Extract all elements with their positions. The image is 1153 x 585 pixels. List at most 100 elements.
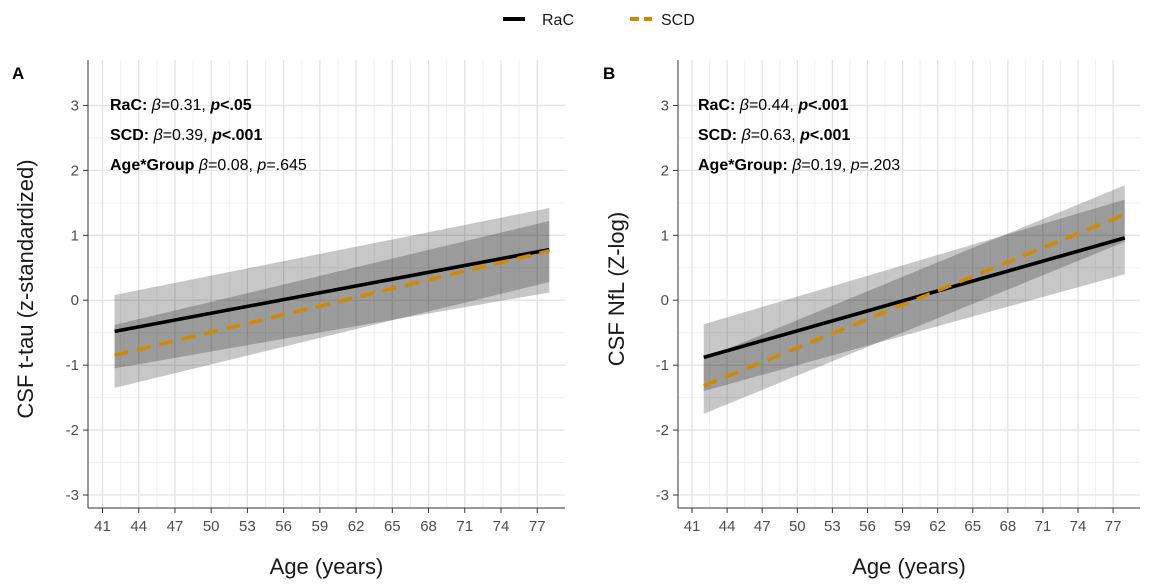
plot-background — [88, 60, 565, 508]
stat-label: SCD: — [110, 127, 149, 144]
series-line-rac — [703, 236, 1126, 360]
beta-value: 0.39 — [172, 127, 203, 144]
p-symbol: p — [209, 97, 220, 114]
stat-comma: , — [201, 97, 210, 114]
grid — [88, 60, 565, 508]
panel-b: 41 44 47 50 53 56 59 62 65 68 71 74 77 -3 -2 -1 0 1 2 3 Age … — [603, 60, 1140, 579]
stat-comma: , — [842, 157, 851, 174]
beta-value: 0.44 — [758, 97, 789, 114]
stat-equals: = — [751, 127, 760, 144]
legend-label-0: RaC — [542, 12, 574, 29]
x-tick-label: 59 — [312, 518, 329, 535]
beta-symbol: β — [791, 157, 801, 174]
p-value: =.645 — [266, 157, 307, 174]
p-value: <.05 — [220, 97, 252, 114]
y-tick-label: 3 — [661, 97, 669, 114]
x-tick-label: 44 — [130, 518, 147, 535]
x-tick-label: 44 — [719, 518, 736, 535]
y-tick-label: 0 — [71, 292, 79, 309]
x-axis-title: Age (years) — [270, 554, 384, 579]
stat-label: RaC: — [110, 97, 147, 114]
p-value: <.001 — [810, 127, 851, 144]
p-symbol: p — [256, 157, 266, 174]
stat-label: RaC: — [698, 97, 735, 114]
x-tick-label: 59 — [894, 518, 911, 535]
x-tick-label: 47 — [167, 518, 184, 535]
x-tick-label: 74 — [493, 518, 510, 535]
stat-equals: = — [208, 157, 217, 174]
stat-annotation: SCD: β=0.63, p<.001 — [698, 127, 850, 144]
p-symbol: p — [799, 127, 810, 144]
stat-equals: = — [161, 97, 170, 114]
x-tick-label: 77 — [1105, 518, 1122, 535]
y-tick-label: -2 — [66, 422, 79, 439]
x-tick-label: 56 — [859, 518, 876, 535]
y-tick-label: -3 — [656, 487, 669, 504]
stat-annotation: RaC: β=0.31, p<.05 — [110, 97, 252, 114]
x-tick-label: 68 — [999, 518, 1016, 535]
x-tick-label: 41 — [684, 518, 701, 535]
y-tick-label: 3 — [71, 97, 79, 114]
stat-equals: = — [749, 97, 758, 114]
stat-annotation: Age*Group β=0.08, p=.645 — [110, 157, 307, 174]
stat-comma: , — [789, 97, 798, 114]
ci-band-rac — [703, 199, 1125, 392]
x-tick-label: 53 — [824, 518, 841, 535]
ci-band-scd — [114, 221, 550, 388]
x-tick-label: 62 — [348, 518, 365, 535]
y-tick-label: -1 — [66, 357, 79, 374]
series-line-scd — [114, 249, 550, 358]
x-tick-label: 50 — [203, 518, 220, 535]
x-tick-label: 65 — [964, 518, 981, 535]
x-tick-label: 47 — [754, 518, 771, 535]
series-line-rac — [114, 247, 550, 334]
p-value: <.001 — [808, 97, 849, 114]
stat-equals: = — [801, 157, 810, 174]
y-tick-label: -3 — [66, 487, 79, 504]
p-symbol: p — [850, 157, 860, 174]
legend-label-1: SCD — [661, 12, 695, 29]
panel-a: 41 44 47 50 53 56 59 62 65 68 71 74 77 -3 -2 -1 0 1 2 3 Age … — [12, 60, 565, 579]
p-symbol: p — [211, 127, 222, 144]
y-axis-title: CSF t-tau (z-standardized) — [13, 159, 38, 418]
x-axis-title: Age (years) — [852, 554, 966, 579]
x-tick-label: 53 — [239, 518, 256, 535]
x-tick-label: 50 — [789, 518, 806, 535]
y-tick-label: -1 — [656, 357, 669, 374]
beta-value: 0.31 — [170, 97, 201, 114]
beta-value: 0.08 — [217, 157, 248, 174]
x-tick-label: 77 — [529, 518, 546, 535]
ci-band-rac — [114, 208, 550, 369]
x-tick-label: 65 — [384, 518, 401, 535]
stat-comma: , — [791, 127, 800, 144]
y-tick-label: 1 — [661, 227, 669, 244]
x-tick-label: 41 — [94, 518, 111, 535]
stat-annotation: Age*Group: β=0.19, p=.203 — [698, 157, 900, 174]
y-tick-label: -2 — [656, 422, 669, 439]
x-tick-label: 74 — [1070, 518, 1087, 535]
x-tick-label: 62 — [929, 518, 946, 535]
stat-comma: , — [203, 127, 212, 144]
beta-value: 0.63 — [760, 127, 791, 144]
beta-symbol: β — [153, 127, 163, 144]
y-tick-label: 1 — [71, 227, 79, 244]
panel-label: B — [603, 64, 615, 83]
y-tick-label: 2 — [71, 162, 79, 179]
legend: RaC SCD — [503, 12, 695, 29]
plot-background — [678, 60, 1140, 508]
stat-label: Age*Group — [110, 157, 195, 174]
x-tick-label: 71 — [1035, 518, 1052, 535]
beta-symbol: β — [151, 97, 161, 114]
stat-label: Age*Group: — [698, 157, 788, 174]
p-value: =.203 — [860, 157, 901, 174]
p-value: <.001 — [222, 127, 263, 144]
beta-symbol: β — [739, 97, 749, 114]
x-tick-label: 56 — [275, 518, 292, 535]
beta-symbol: β — [198, 157, 208, 174]
stat-label: SCD: — [698, 127, 737, 144]
stat-comma: , — [249, 157, 258, 174]
p-symbol: p — [797, 97, 808, 114]
stat-equals: = — [163, 127, 172, 144]
series-line-scd — [703, 212, 1126, 388]
